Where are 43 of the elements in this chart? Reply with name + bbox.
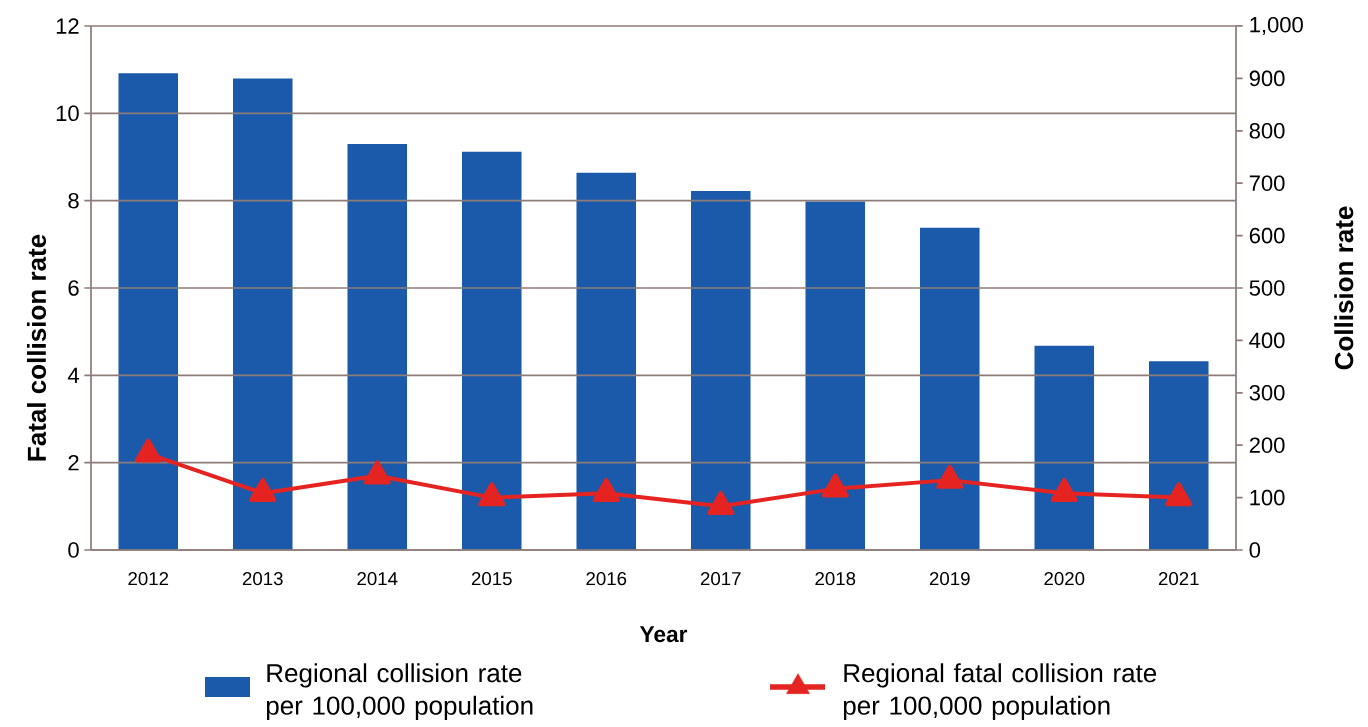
bar (1148, 361, 1209, 550)
y2-axis-title: Collision rate (1334, 206, 1354, 370)
x-tick-label: 2012 (128, 572, 169, 586)
bar (1034, 345, 1095, 550)
y2-tick-label: 500 (1249, 280, 1285, 296)
y2-tick-label: 600 (1249, 227, 1285, 244)
x-tick-label: 2015 (471, 572, 512, 586)
bar (919, 227, 980, 550)
y2-tick-label: 400 (1249, 332, 1285, 349)
y-tick-label: 12 (56, 18, 79, 34)
y2-tick-label: 100 (1250, 489, 1285, 506)
bar (805, 201, 866, 550)
bar (232, 78, 293, 550)
bar (461, 151, 522, 550)
bar (118, 73, 179, 550)
y2-tick-label: 700 (1249, 175, 1285, 191)
y2-tick-label: 900 (1249, 70, 1285, 87)
x-tick-label: 2016 (586, 572, 627, 586)
y-tick-label: 6 (68, 280, 79, 296)
y2-tick-label: 200 (1249, 437, 1285, 453)
y-tick-label: 8 (68, 192, 79, 209)
bar (576, 172, 637, 550)
y2-tick-label: 0 (1249, 542, 1261, 558)
y2-tick-label: 300 (1249, 385, 1285, 401)
x-tick-label: 2013 (242, 572, 283, 586)
y-tick-label: 10 (56, 105, 79, 122)
x-tick-label: 2020 (1044, 572, 1085, 586)
y-axis-title: Fatal collision rate (26, 234, 47, 461)
x-tick-label: 2018 (815, 572, 856, 586)
legend-label: Regional collision rate per 100,000 population (266, 663, 533, 721)
bar (347, 143, 408, 550)
x-tick-label: 2017 (700, 572, 741, 586)
y-tick-label: 2 (68, 454, 79, 471)
bar (690, 191, 751, 550)
legend-label: Regional fatal collision rate per 100,000 population (843, 663, 1157, 721)
x-tick-label: 2019 (929, 572, 970, 586)
y2-tick-label: 1,000 (1250, 16, 1303, 36)
x-axis-title: Year (639, 626, 688, 643)
x-tick-label: 2021 (1158, 572, 1199, 586)
y-tick-label: 4 (67, 367, 79, 383)
x-tick-label: 2014 (357, 572, 398, 586)
y2-tick-label: 800 (1249, 123, 1285, 139)
y-tick-label: 0 (68, 542, 79, 558)
